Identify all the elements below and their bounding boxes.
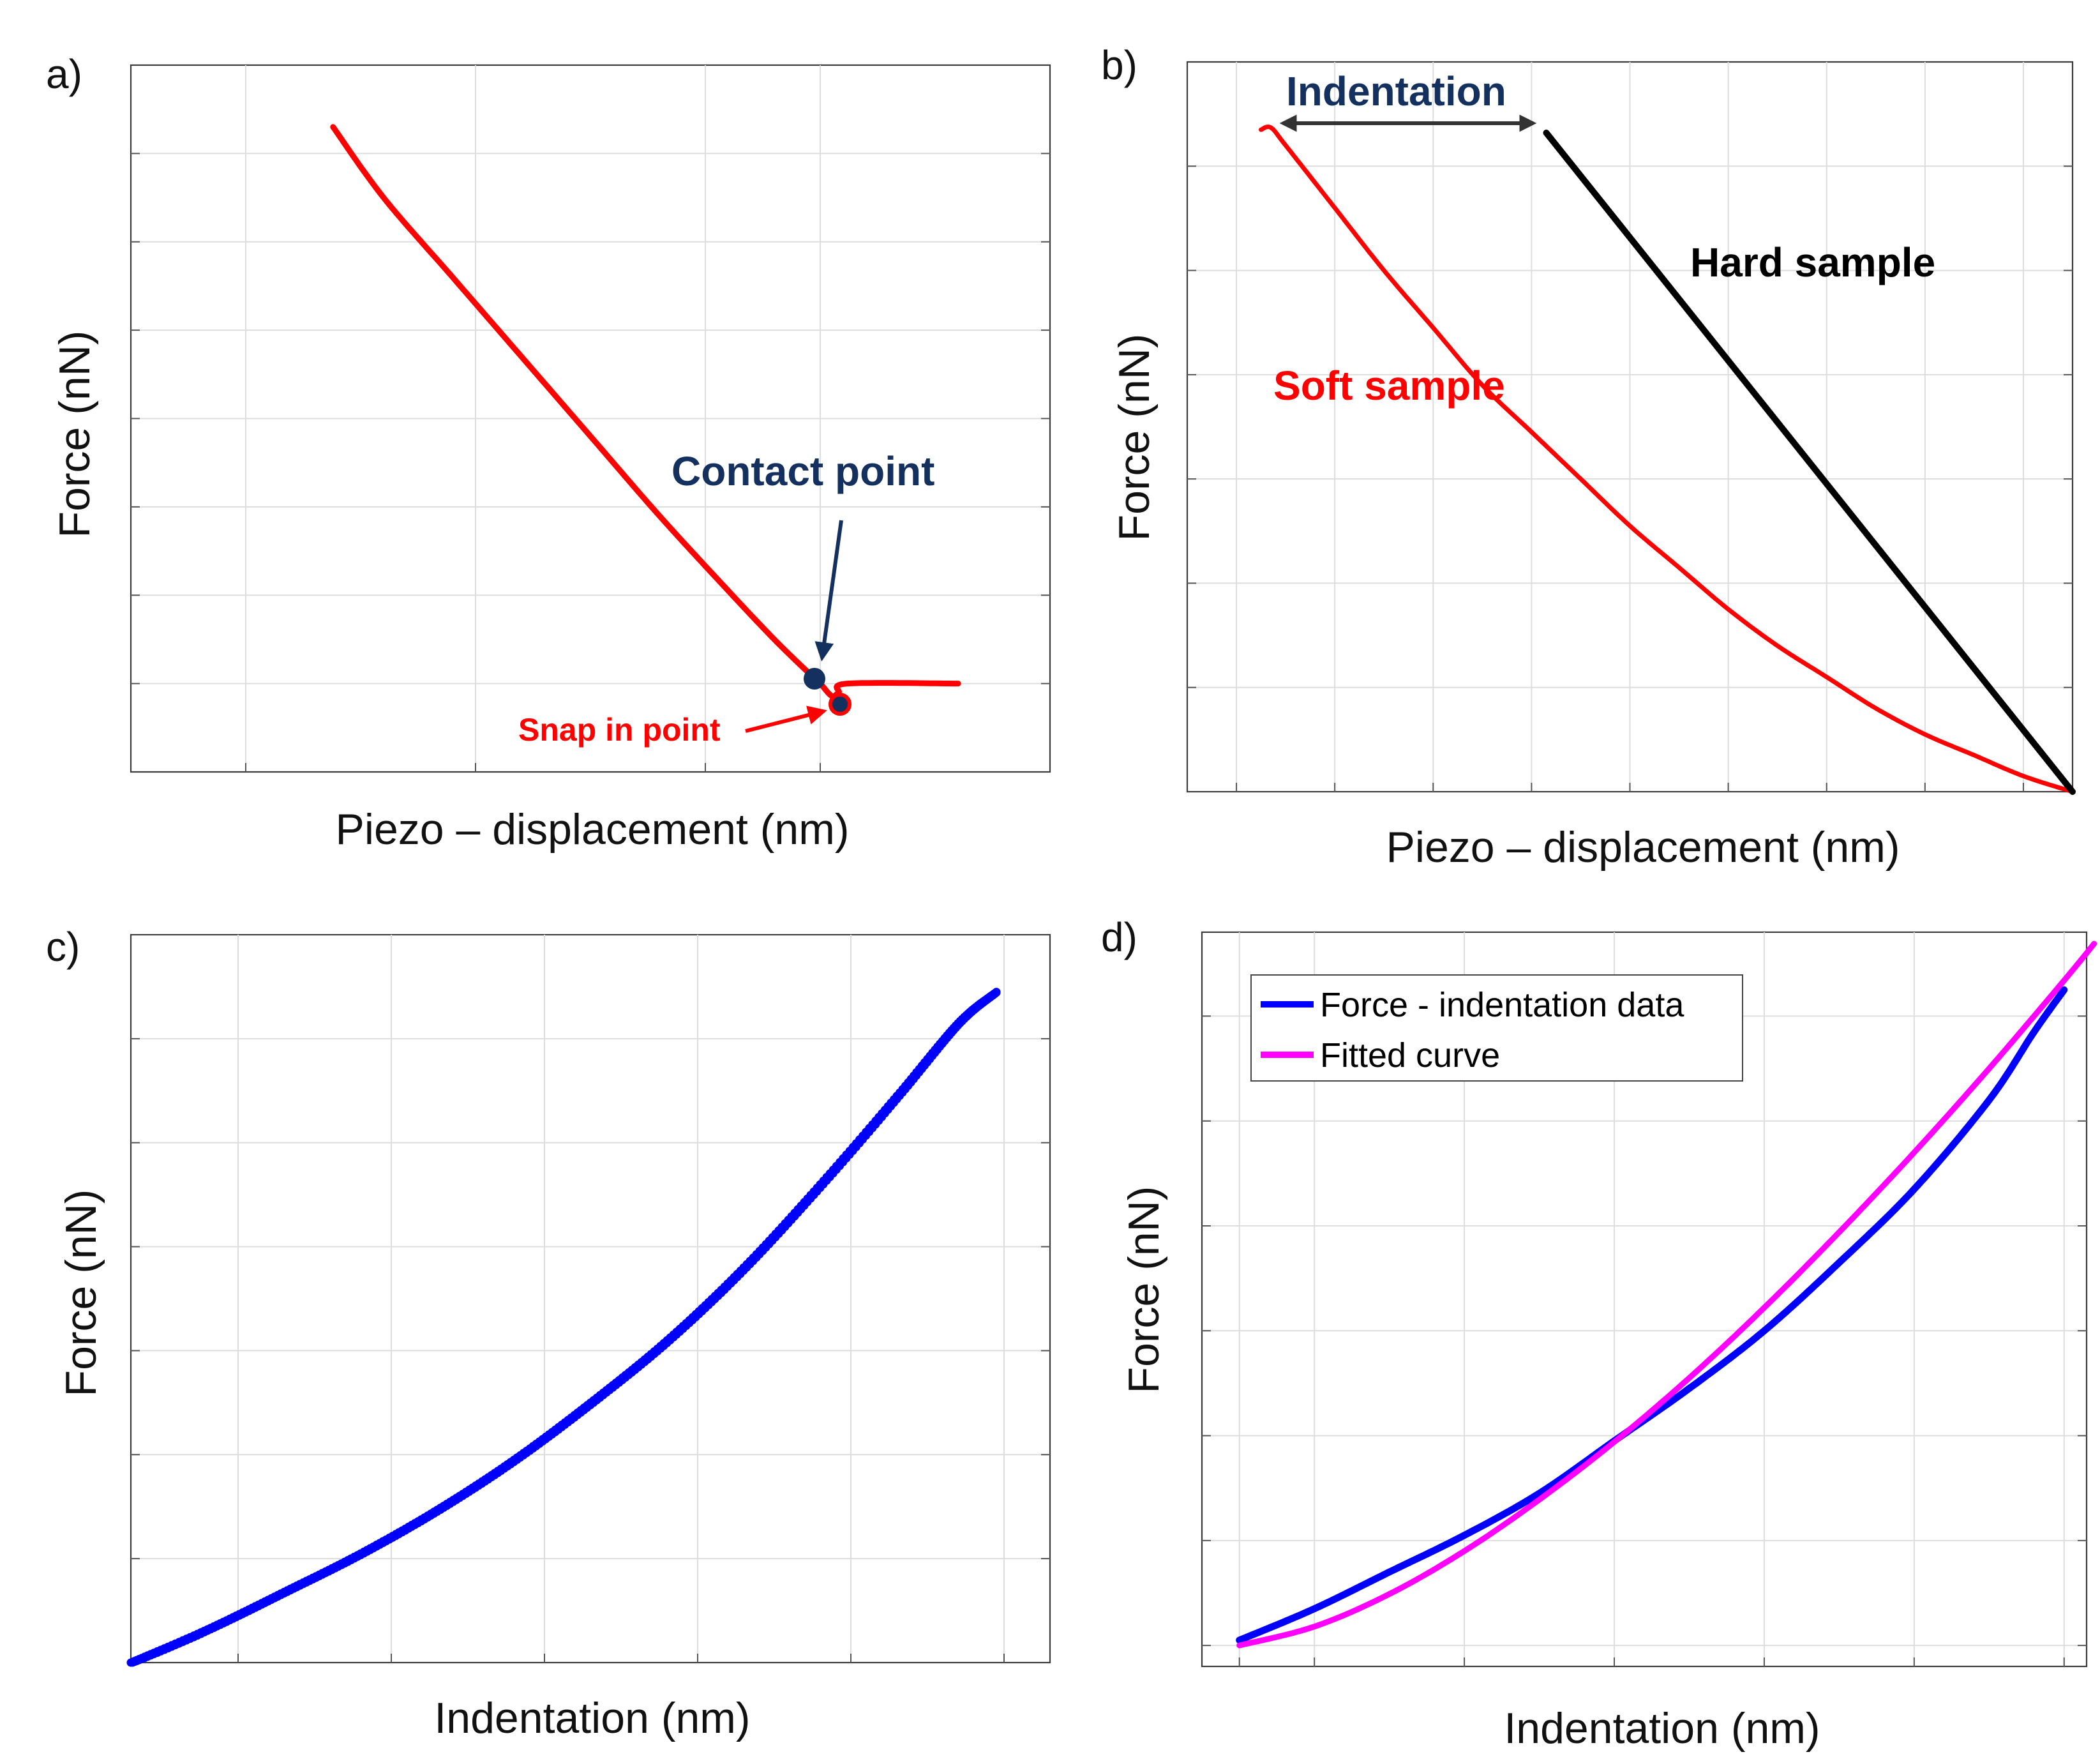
series-force-indentation-data — [126, 988, 1001, 1667]
panel-a: a) Contact point Snap in point Piezo – d… — [46, 51, 1051, 854]
panel-c-ylabel: Force (nN) — [57, 1189, 105, 1397]
soft-sample-label: Soft sample — [1273, 363, 1505, 409]
panel-b-series — [1259, 125, 2076, 795]
panel-c-frame — [130, 933, 1051, 1664]
panel-d-label: d) — [1101, 914, 1137, 960]
snap-in-point-label: Snap in point — [518, 712, 721, 748]
series-hard-sample — [1543, 130, 2076, 795]
panel-a-label: a) — [46, 51, 82, 97]
panel-b-ylabel: Force (nN) — [1110, 334, 1159, 541]
indentation-label: Indentation — [1286, 68, 1506, 114]
legend-box — [1250, 974, 1743, 1082]
snap-in-point-arrow — [745, 706, 827, 733]
panel-b: b) Indentation Hard sample Soft sample P… — [1101, 42, 2076, 872]
panel-b-xlabel: Piezo – displacement (nm) — [1386, 823, 1900, 872]
panel-d-ylabel: Force (nN) — [1120, 1186, 1168, 1394]
panel-c-xlabel: Indentation (nm) — [434, 1694, 750, 1742]
panel-d: d) Force - indentation data Fitted curve… — [1101, 914, 2097, 1753]
hard-sample-label: Hard sample — [1690, 239, 1935, 285]
contact-point-label: Contact point — [671, 448, 934, 494]
legend-label-data: Force - indentation data — [1320, 986, 1684, 1024]
series-force-indentation-data — [1236, 986, 2068, 1644]
series-fitted-curve — [1236, 940, 2097, 1649]
series-soft-sample — [1259, 125, 2075, 794]
panel-a-xlabel: Piezo – displacement (nm) — [335, 805, 849, 854]
legend: Force - indentation data Fitted curve — [1250, 974, 1743, 1082]
panel-a-ylabel: Force (nN) — [50, 331, 99, 538]
panel-c-grid — [131, 935, 1050, 1663]
panel-c-label: c) — [46, 924, 80, 970]
panel-d-xlabel: Indentation (nm) — [1504, 1704, 1820, 1753]
panel-c: c) Indentation (nm) Force (nN) — [46, 924, 1051, 1742]
panel-d-series — [1236, 940, 2097, 1649]
legend-label-fit: Fitted curve — [1320, 1036, 1500, 1075]
panel-b-label: b) — [1101, 42, 1137, 88]
panel-c-series — [126, 988, 1001, 1667]
snap-in-point-marker — [829, 693, 851, 716]
contact-point-marker — [804, 668, 825, 690]
panel-b-grid — [1187, 62, 2073, 792]
contact-point-arrow — [814, 520, 843, 661]
